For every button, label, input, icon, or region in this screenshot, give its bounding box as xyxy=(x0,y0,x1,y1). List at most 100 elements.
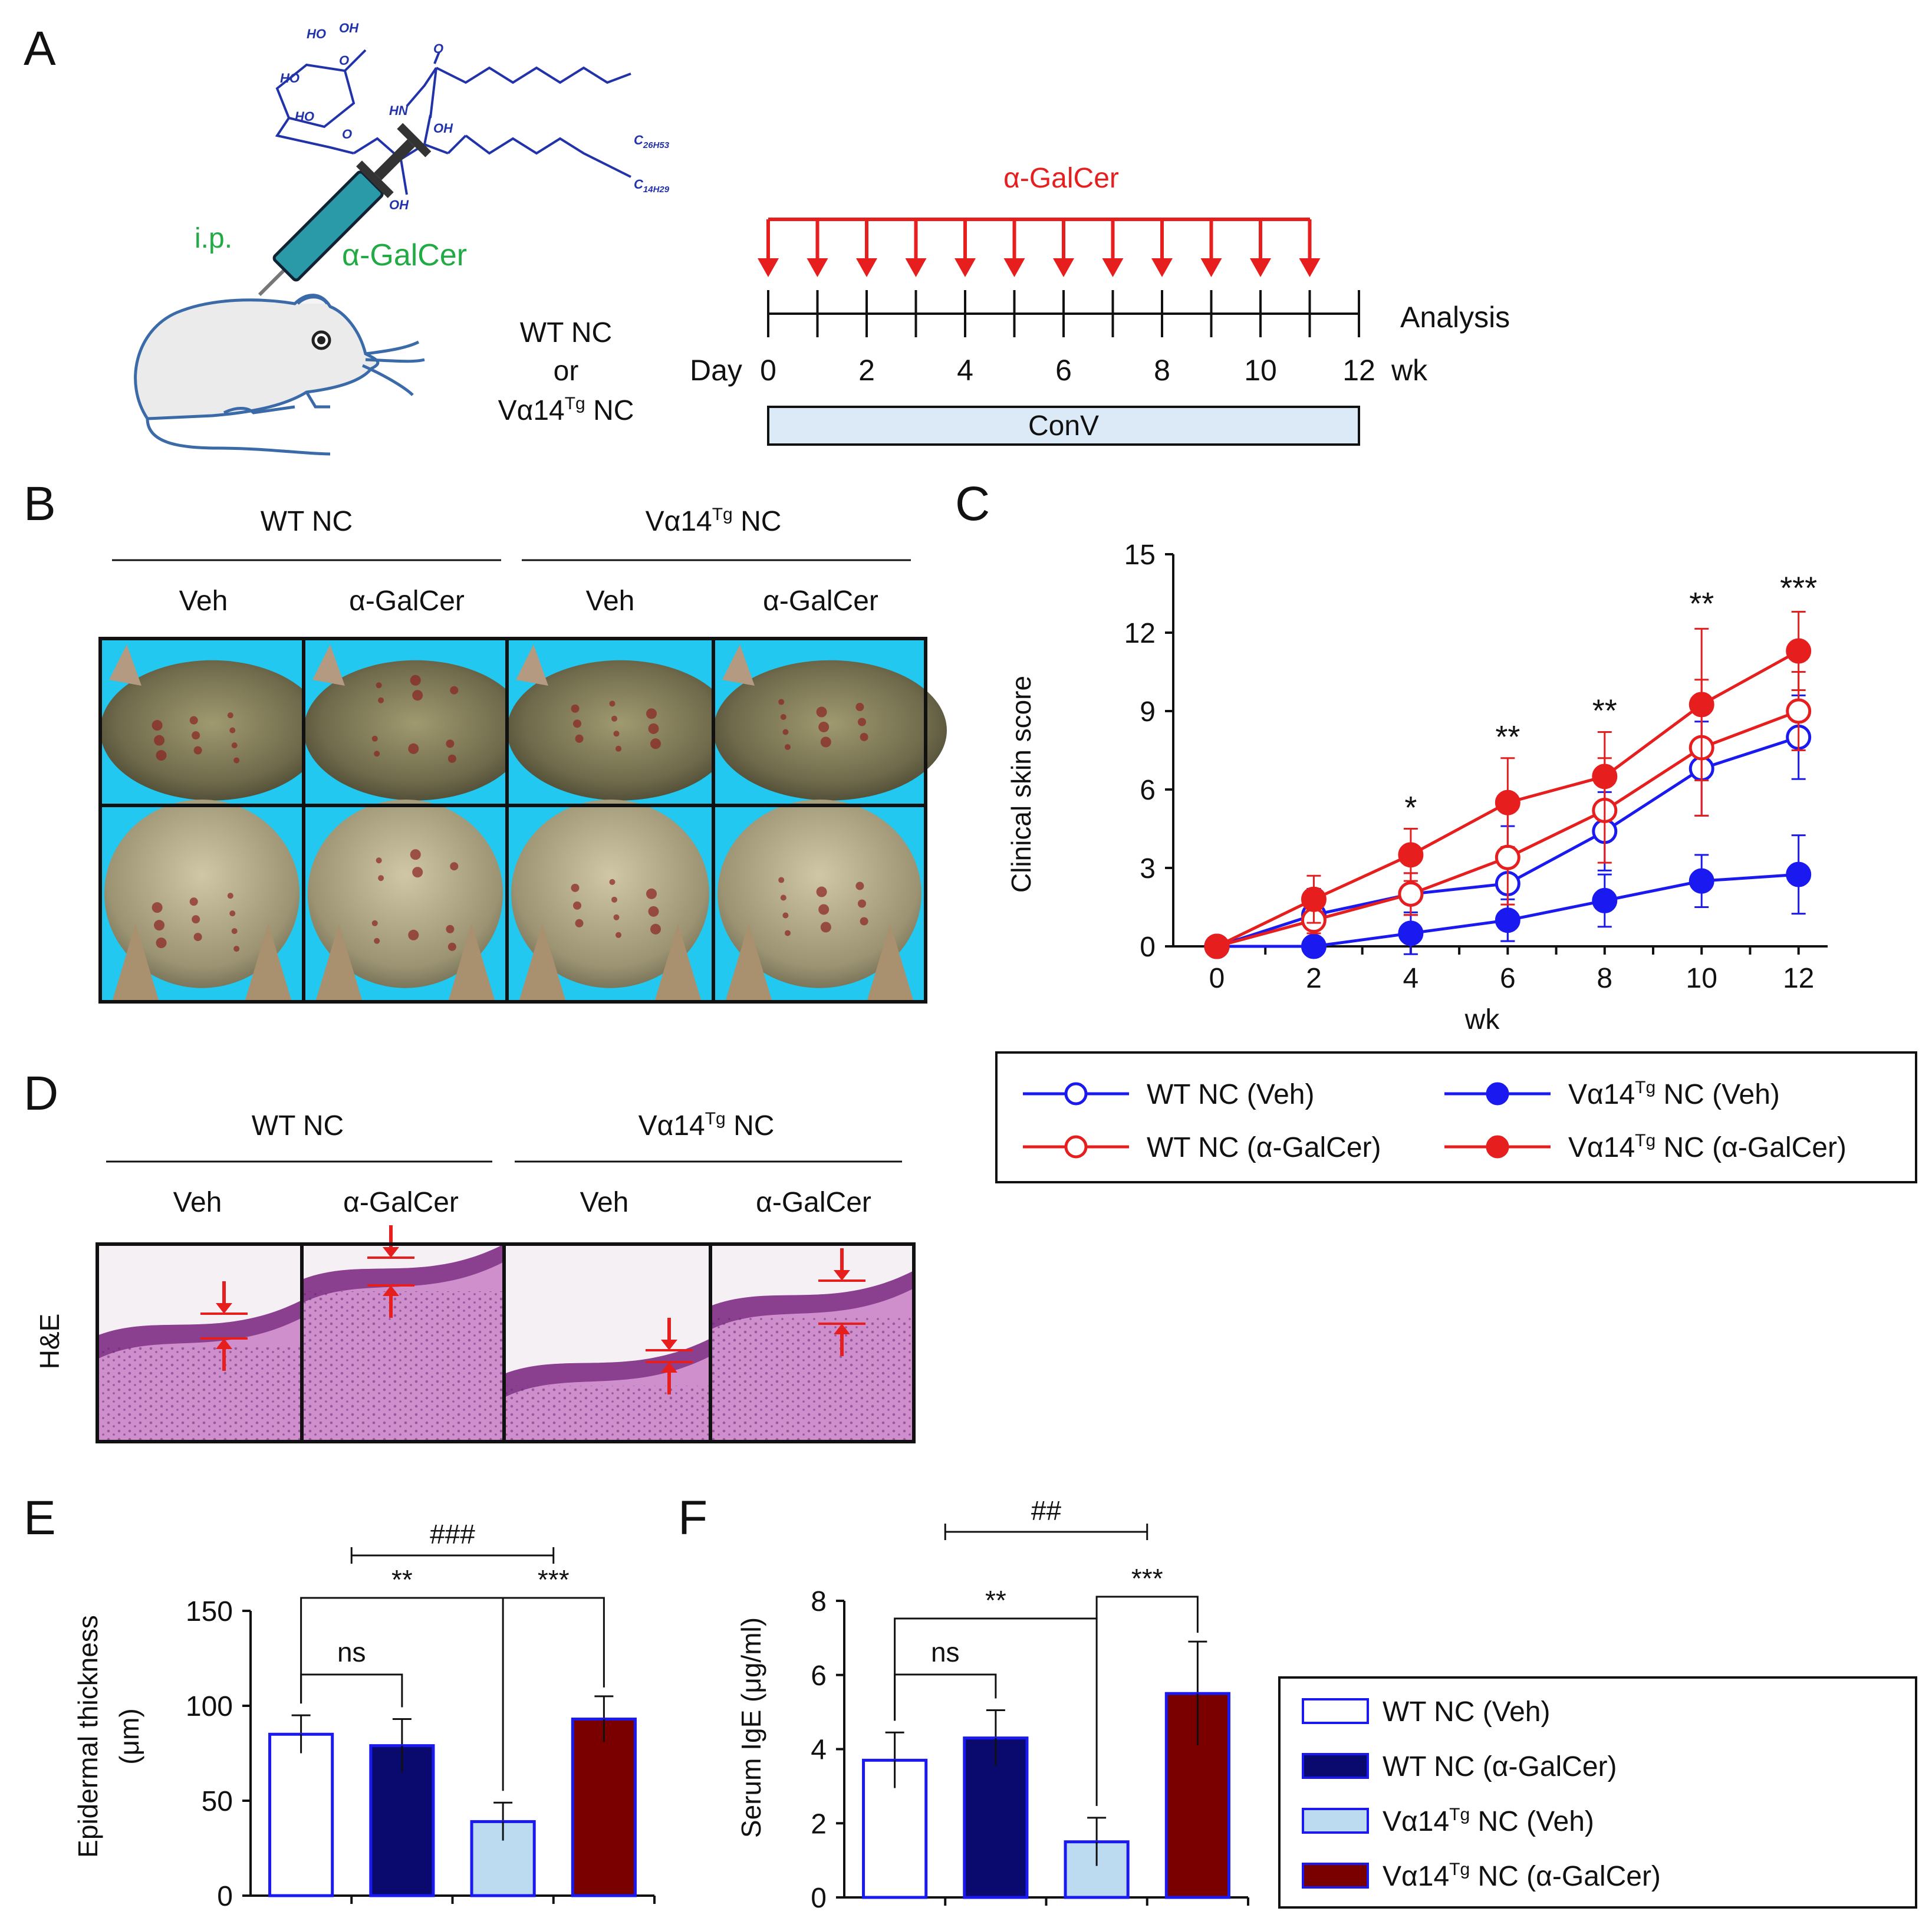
b-group2-sup: Tg xyxy=(712,505,733,524)
lesion-spot xyxy=(616,932,621,938)
timeline-tick-label: 12 xyxy=(1342,354,1375,387)
lesion-spot xyxy=(855,703,864,712)
lesion-spot xyxy=(376,857,382,864)
lesion-spot xyxy=(408,743,419,754)
mol-label-ho3: HO xyxy=(295,109,314,124)
panel-label-d: D xyxy=(24,1067,58,1120)
f-chart-star-bracket xyxy=(894,1617,1098,1806)
timeline-labels: 0 2 4 6 8 10 12 xyxy=(760,354,1375,387)
c-data-point xyxy=(1495,907,1520,933)
e-chart-ns-label: ns xyxy=(337,1637,366,1667)
lesion-spot xyxy=(571,704,580,713)
c-significance-label: *** xyxy=(1780,570,1817,606)
lesion-spot xyxy=(412,690,423,701)
lesion-spot xyxy=(648,723,659,734)
lesion-spot xyxy=(154,735,165,746)
c-legend-swatch-marker xyxy=(1064,1082,1088,1106)
d-treatment-2: α-GalCer xyxy=(343,1187,459,1218)
timeline-tick-label: 2 xyxy=(858,354,875,387)
lesion-spot xyxy=(571,883,580,892)
d-treatment-4: α-GalCer xyxy=(756,1187,871,1218)
lesion-spot xyxy=(613,914,620,920)
histology-epidermis xyxy=(302,1244,504,1303)
ef-legend-label-sup: Tg xyxy=(1449,1860,1470,1879)
lesion-spot xyxy=(785,744,791,750)
mol-label-c2-sub: 14H29 xyxy=(643,185,670,195)
mouse-photo-leg xyxy=(315,923,363,1002)
panel-a: HO OH HO O HO O HN O OH OH C26H53 C14H29… xyxy=(134,21,1510,456)
f-chart-y-tick-label: 0 xyxy=(811,1883,827,1914)
c-data-point xyxy=(1398,920,1424,946)
mouse-photo-frame xyxy=(712,804,927,1004)
b-photo-grid xyxy=(98,637,947,1004)
lesion-spot xyxy=(860,917,868,926)
lesion-spot xyxy=(778,699,785,705)
b-treatment-3: Veh xyxy=(586,585,635,617)
lesion-spot xyxy=(447,754,456,763)
mouse-icon xyxy=(134,294,425,456)
lesion-spot xyxy=(193,933,202,942)
drug-label: α-GalCer xyxy=(342,238,467,272)
c-legend-label: Vα14Tg NC (Veh) xyxy=(1568,1078,1780,1110)
lesion-spot xyxy=(446,739,455,748)
histology-frame xyxy=(709,1242,916,1443)
lesion-spot xyxy=(855,881,864,890)
mouse-photo-body xyxy=(100,660,324,801)
mouse-photo-ear xyxy=(722,644,755,686)
ef-legend-swatch xyxy=(1302,1753,1369,1779)
a-group-line3-tail: NC xyxy=(585,395,634,426)
d-treatment-1: Veh xyxy=(173,1187,222,1218)
thickness-arrow-head xyxy=(834,1270,850,1281)
lesion-spot xyxy=(156,750,167,761)
lesion-spot xyxy=(858,899,866,908)
conv-bar xyxy=(767,406,1360,446)
lesion-spot xyxy=(611,896,617,903)
route-label: i.p. xyxy=(195,223,232,254)
c-legend: WT NC (Veh) Vα14Tg NC (Veh)WT NC (α-GalCe… xyxy=(1023,1078,1847,1163)
c-data-point xyxy=(1495,790,1520,815)
histology-epidermis xyxy=(504,1338,710,1397)
injection-arrow-head xyxy=(1250,258,1271,277)
e-chart-star-bracket xyxy=(300,1597,504,1791)
lesion-spot xyxy=(227,712,233,719)
c-x-tick-label: 2 xyxy=(1306,963,1322,994)
b-treatment-1: Veh xyxy=(179,585,228,617)
lesion-spot xyxy=(156,938,167,949)
analysis-label: Analysis xyxy=(1400,301,1510,334)
lesion-spot xyxy=(371,920,378,926)
svg-text:Vα14Tg NC: Vα14Tg NC xyxy=(646,505,782,537)
thickness-arrow-head xyxy=(834,1324,850,1334)
ef-legend-label-main: WT NC (Veh) xyxy=(1383,1696,1550,1728)
injection-arrow-head xyxy=(1151,258,1173,277)
c-legend-label-tail: NC (Veh) xyxy=(1655,1079,1780,1110)
f-chart-y-tick-label: 2 xyxy=(811,1808,827,1840)
mouse-photo-ear xyxy=(109,644,141,686)
ef-legend-label-main: WT NC (α-GalCer) xyxy=(1383,1751,1617,1782)
lesion-spot xyxy=(410,675,421,686)
mol-label-c1-sub: 26H53 xyxy=(643,140,670,150)
e-chart-right-bracket xyxy=(503,1597,605,1688)
e-chart-y-tick-label: 150 xyxy=(186,1596,233,1627)
e-chart-y-tick-label: 50 xyxy=(202,1786,233,1817)
ef-legend-swatch xyxy=(1302,1863,1369,1889)
mol-label-c2: C xyxy=(634,177,644,192)
lesion-spot xyxy=(780,714,786,721)
histology-cells xyxy=(97,1347,302,1442)
lesion-spot xyxy=(613,731,620,737)
panel-label-c: C xyxy=(955,477,990,531)
panel-label-f: F xyxy=(678,1491,707,1545)
lesion-spot xyxy=(650,738,661,749)
c-data-point xyxy=(1301,886,1327,912)
c-legend-label-sup: Tg xyxy=(1635,1131,1655,1150)
ef-legend-label-tail: NC (Veh) xyxy=(1470,1806,1594,1837)
f-chart-ns-label: ns xyxy=(931,1637,960,1667)
c-significance-label: * xyxy=(1404,790,1417,825)
ef-legend-label-main: Vα14 xyxy=(1383,1861,1449,1892)
c-x-tick-label: 10 xyxy=(1686,963,1717,994)
injection-arrow-head xyxy=(1200,258,1222,277)
histology-cells xyxy=(710,1318,914,1442)
mouse-photo-leg xyxy=(654,923,702,1002)
lesion-spot xyxy=(780,894,786,901)
